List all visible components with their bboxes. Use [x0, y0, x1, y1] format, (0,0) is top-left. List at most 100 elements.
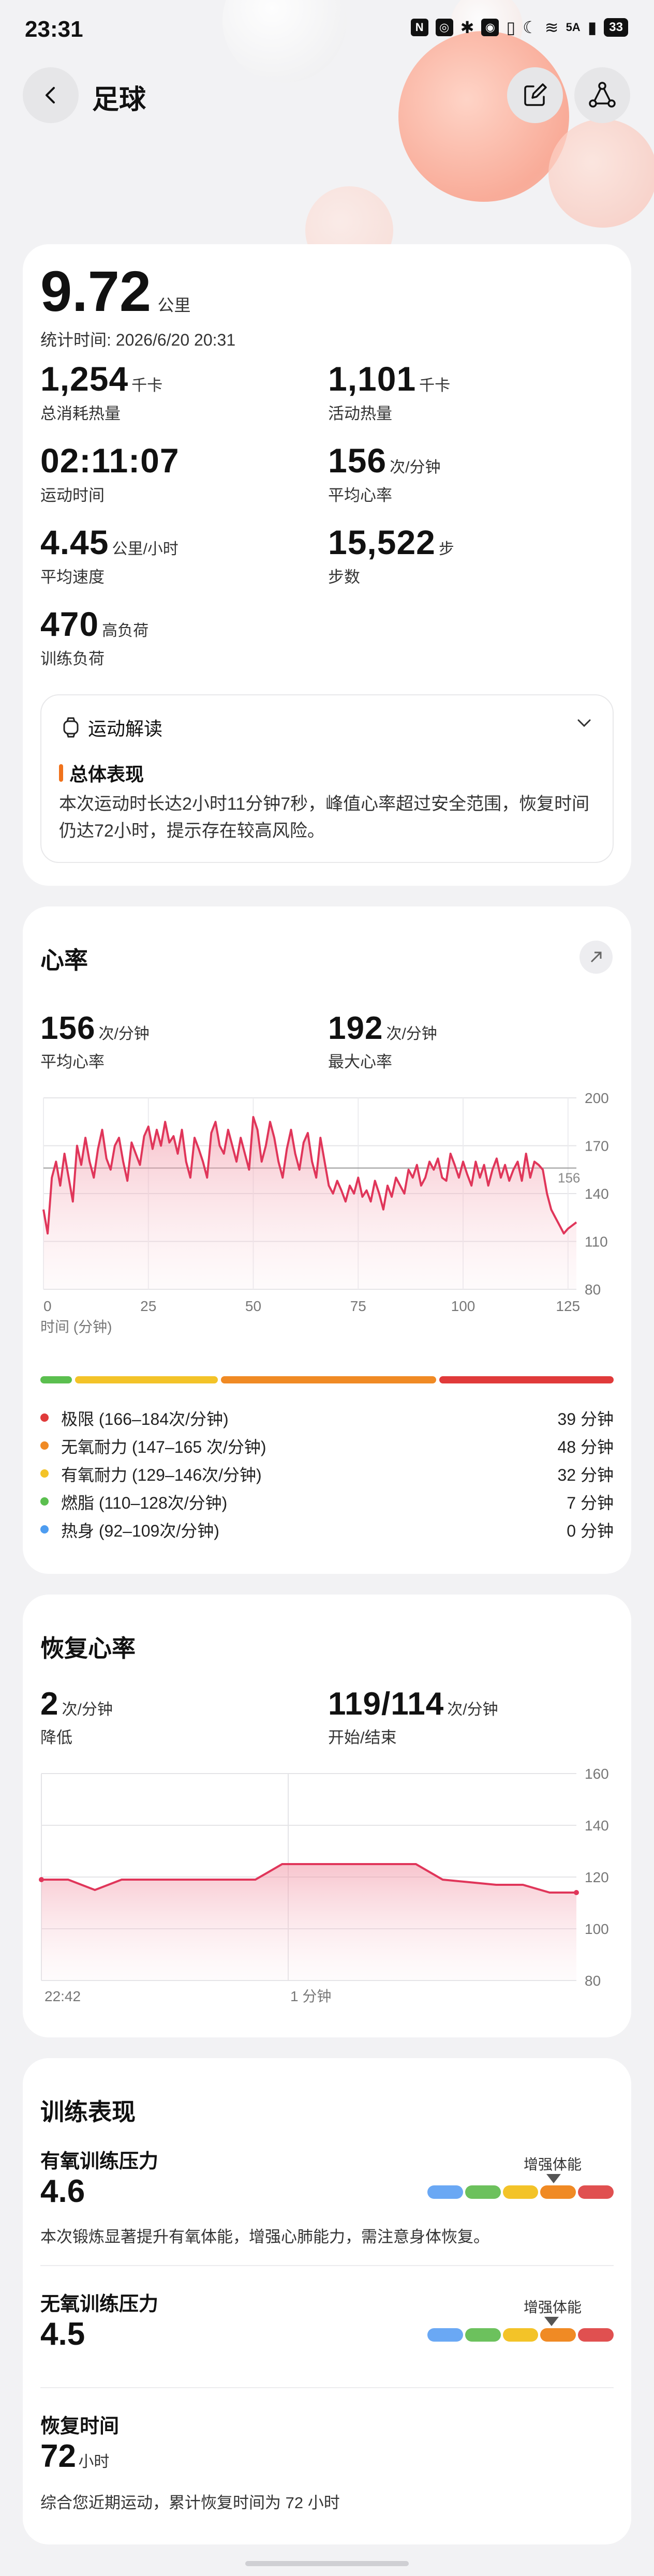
page-title: 足球: [92, 85, 146, 115]
metric-total-calories: 1,254 千卡 总消耗热量: [40, 360, 163, 423]
anaerobic-label: 无氧训练压力: [40, 2294, 159, 2315]
x-tick-label: 22:42: [44, 1988, 81, 2004]
x-tick-label: 125: [556, 1298, 580, 1314]
x-axis-label: 时间 (分钟): [40, 1319, 112, 1335]
zone-row-fatburn: 燃脂 (110–128次/分钟) 7 分钟: [40, 1490, 614, 1516]
zone-dot: [40, 1525, 49, 1533]
start-point: [39, 1877, 44, 1882]
stat-time: 统计时间: 2026/6/20 20:31: [40, 331, 236, 349]
zone-row-max: 极限 (166–184次/分钟) 39 分钟: [40, 1406, 614, 1432]
expand-chart-button[interactable]: [579, 941, 613, 974]
recovery-heart-rate-chart[interactable]: 80 100 120 140 160 22:42 1 分钟: [23, 1765, 631, 2014]
nfc-icon: N: [410, 19, 428, 36]
insight-title: 运动解读: [88, 718, 163, 739]
bluetooth-icon: ✱: [460, 18, 474, 37]
x-tick-label: 50: [245, 1298, 261, 1314]
status-bar: 23:31 N ◎ ✱ ◉ ▯ ☾ ≋ 5A ▮ 33: [0, 0, 654, 57]
y-tick-label: 200: [585, 1090, 609, 1106]
recovery-series-line: [41, 1863, 576, 1894]
share-button[interactable]: [574, 67, 630, 123]
anaerobic-value: 4.5: [40, 2316, 85, 2352]
metric-avg-speed: 4.45 公里/小时 平均速度: [40, 523, 179, 586]
insight-header: 运动解读: [62, 714, 162, 741]
y-tick-label: 100: [585, 1921, 609, 1937]
zone-dot: [40, 1497, 49, 1506]
y-tick-label: 140: [585, 1818, 609, 1834]
status-icons: N ◎ ✱ ◉ ▯ ☾ ≋ 5A ▮ 33: [410, 18, 628, 37]
zone-dot: [40, 1441, 49, 1450]
metric-avg-heart-rate: 156 次/分钟 平均心率: [328, 441, 441, 504]
zone-row-warmup: 热身 (92–109次/分钟) 0 分钟: [40, 1518, 614, 1544]
back-button[interactable]: [23, 67, 79, 123]
x-tick-label: 0: [43, 1298, 52, 1314]
anaerobic-tag: 增强体能: [524, 2299, 582, 2315]
insight-text: 本次运动时长达2小时11分钟7秒，峰值心率超过安全范围，恢复时间仍达72小时，提…: [59, 794, 590, 841]
recovery-drop: 2 次/分钟 降低: [40, 1686, 113, 1747]
hr-area: [43, 1117, 576, 1289]
x-tick-label: 25: [140, 1298, 156, 1314]
hr-avg: 156 次/分钟 平均心率: [40, 1010, 150, 1071]
x-tick-label: 75: [350, 1298, 366, 1314]
recovery-start-end: 119/114 次/分钟 开始/结束: [328, 1686, 498, 1747]
load-level-badge: 高负荷: [102, 622, 149, 639]
aerobic-label: 有氧训练压力: [40, 2151, 159, 2172]
training-performance-card: 训练表现 有氧训练压力 4.6 增强体能 本次锻炼显著提升有氧体能，增强心肺能力…: [23, 2058, 631, 2544]
aerobic-marker: [546, 2174, 561, 2183]
heart-rate-chart[interactable]: 80 110 140 170 200 0 25 50 75 100 125 156 时间 (分钟): [23, 1088, 631, 1377]
summary-card: 9.72 公里 统计时间: 2026/6/20 20:31 1,254 千卡 总消…: [23, 244, 631, 886]
zone-bar-fatburn: [40, 1376, 72, 1383]
recovery-heart-rate-card: 恢复心率 2 次/分钟 降低 119/114 次/分钟 开始/结束 80 100 120…: [23, 1595, 631, 2037]
distance-display: 9.72 公里: [40, 259, 191, 324]
hr-max: 192 次/分钟 最大心率: [328, 1010, 437, 1071]
heart-rate-card: 心率 156 次/分钟 平均心率 192 次/分钟 最大心率 80 110 1: [23, 906, 631, 1574]
aerobic-tag: 增强体能: [524, 2156, 582, 2172]
zone-row-aerobic: 有氧耐力 (129–146次/分钟) 32 分钟: [40, 1462, 614, 1488]
divider: [40, 2387, 614, 2388]
app-notification-icon: ◎: [435, 19, 453, 36]
distance-value: 9.72: [40, 260, 152, 323]
zone-distribution-bar: [40, 1376, 614, 1383]
y-tick-label: 80: [585, 1973, 601, 1989]
y-tick-label: 170: [585, 1138, 609, 1154]
recovery-time-label: 恢复时间: [40, 2416, 120, 2437]
watch-icon: [63, 717, 79, 738]
recovery-time-unit: 小时: [78, 2453, 110, 2470]
y-tick-label: 110: [585, 1234, 608, 1250]
aerobic-desc: 本次锻炼显著提升有氧体能，增强心肺能力，需注意身体恢复。: [40, 2228, 489, 2246]
y-tick-label: 80: [585, 1282, 601, 1298]
status-time: 23:31: [25, 17, 83, 42]
edit-icon: [524, 83, 547, 106]
decor-bubble: [548, 119, 654, 228]
wifi-icon: ≋: [544, 18, 559, 37]
battery-icon: 33: [604, 18, 628, 37]
average-line-label: 156: [558, 1170, 580, 1186]
y-tick-label: 160: [585, 1766, 609, 1782]
recovery-title: 恢复心率: [40, 1635, 136, 1662]
zone-dot: [40, 1413, 49, 1422]
metric-active-calories: 1,101 千卡 活动热量: [328, 360, 451, 423]
zone-bar-max: [439, 1376, 614, 1383]
moon-icon: ☾: [523, 18, 538, 37]
network-type-label: 5A: [566, 21, 581, 34]
insight-subtitle: 总体表现: [59, 760, 144, 786]
recovery-time-display: 72 小时: [40, 2438, 109, 2475]
end-point: [574, 1890, 579, 1895]
zone-dot: [40, 1469, 49, 1478]
app-notification-icon: ◉: [481, 19, 499, 36]
chevron-left-icon: [46, 87, 55, 103]
distance-unit: 公里: [157, 296, 191, 315]
workout-insight-panel[interactable]: 运动解读 总体表现 本次运动时长达2小时11分钟7秒，峰值心率超过安全范围，恢复…: [40, 694, 614, 863]
recovery-time-value: 72: [40, 2438, 76, 2474]
accent-bar: [59, 764, 63, 782]
home-indicator[interactable]: [245, 2561, 409, 2566]
aerobic-scale: [427, 2185, 614, 2199]
y-tick-label: 120: [585, 1869, 609, 1885]
hr-series-line: [42, 1116, 577, 1235]
training-title: 训练表现: [40, 2098, 136, 2125]
anaerobic-scale: [427, 2328, 614, 2342]
edit-button[interactable]: [507, 67, 563, 123]
metric-training-load: 470 高负荷 训练负荷: [40, 605, 149, 668]
metric-steps: 15,522 步 步数: [328, 523, 454, 586]
chevron-down-icon[interactable]: [576, 718, 592, 728]
